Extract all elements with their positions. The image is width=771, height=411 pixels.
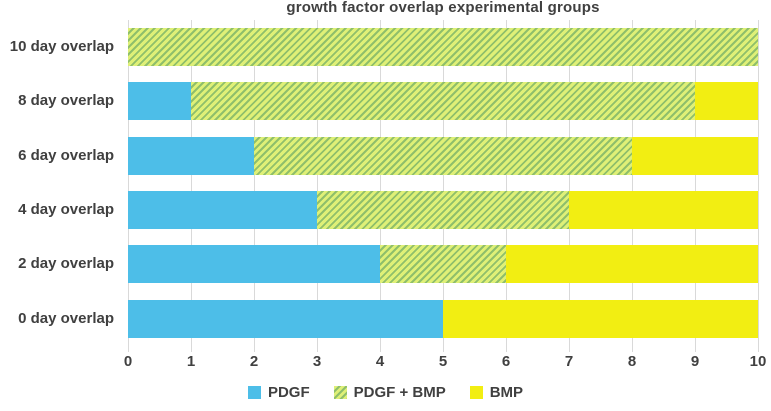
x-axis-labels: 0 1 2 3 4 5 6 7 8 9 10 bbox=[124, 353, 767, 373]
bar-row-2-day-overlap bbox=[128, 245, 758, 284]
category-label: 0 day overlap bbox=[18, 309, 114, 327]
gridline bbox=[128, 20, 129, 346]
axis-tick bbox=[443, 346, 444, 352]
category-label: 10 day overlap bbox=[9, 38, 114, 56]
x-tick-label: 0 bbox=[123, 353, 133, 370]
axis-tick bbox=[569, 346, 570, 352]
x-tick-label: 2 bbox=[249, 353, 259, 370]
gridline bbox=[506, 20, 507, 346]
bar-segment-pdgf-bmp bbox=[191, 82, 695, 121]
category-label: 6 day overlap bbox=[18, 146, 114, 164]
bar-row-8-day-overlap bbox=[128, 82, 758, 121]
bar-segment-pdgf-bmp bbox=[128, 28, 758, 67]
category-label: 4 day overlap bbox=[18, 201, 114, 219]
axis-tick bbox=[506, 346, 507, 352]
legend-label: BMP bbox=[489, 384, 524, 401]
gridline bbox=[443, 20, 444, 346]
axis-tick bbox=[191, 346, 192, 352]
gridline bbox=[191, 20, 192, 346]
axis-tick bbox=[695, 346, 696, 352]
legend-item-pdgf: PDGF bbox=[247, 384, 310, 401]
legend: PDGF PDGF + BMP BMP bbox=[0, 384, 771, 401]
legend-item-pdgf-bmp: PDGF + BMP bbox=[333, 384, 446, 401]
bar-segment-pdgf-bmp bbox=[380, 245, 506, 284]
gridline bbox=[254, 20, 255, 346]
x-tick-label: 3 bbox=[312, 353, 322, 370]
bar-segment-bmp bbox=[632, 136, 758, 175]
bar-row-10-day-overlap bbox=[128, 28, 758, 67]
legend-swatch-pdgf bbox=[247, 386, 261, 399]
bar-row-6-day-overlap bbox=[128, 136, 758, 175]
gridline bbox=[632, 20, 633, 346]
x-tick-label: 1 bbox=[186, 353, 196, 370]
gridline bbox=[317, 20, 318, 346]
bar-segment-bmp bbox=[443, 299, 758, 338]
axis-tick bbox=[317, 346, 318, 352]
bar-segment-pdgf bbox=[128, 245, 380, 284]
bar-segment-pdgf-bmp bbox=[254, 136, 632, 175]
axis-tick bbox=[380, 346, 381, 352]
legend-label: PDGF + BMP bbox=[353, 384, 446, 401]
x-tick-label: 4 bbox=[375, 353, 385, 370]
x-tick-label: 7 bbox=[564, 353, 574, 370]
bar-segment-pdgf-bmp bbox=[317, 191, 569, 230]
bar-segment-pdgf bbox=[128, 82, 191, 121]
gridline bbox=[569, 20, 570, 346]
bar-segment-bmp bbox=[506, 245, 758, 284]
x-tick-label: 9 bbox=[690, 353, 700, 370]
category-label: 8 day overlap bbox=[18, 92, 114, 110]
gridline bbox=[695, 20, 696, 346]
bar-row-0-day-overlap bbox=[128, 299, 758, 338]
bar-segment-pdgf bbox=[128, 136, 254, 175]
legend-swatch-pdgf-bmp bbox=[333, 386, 347, 399]
axis-tick bbox=[632, 346, 633, 352]
x-tick-label: 6 bbox=[501, 353, 511, 370]
chart-title: growth factor overlap experimental group… bbox=[286, 0, 600, 16]
bar-segment-bmp bbox=[695, 82, 758, 121]
legend-swatch-bmp bbox=[469, 386, 483, 399]
x-tick-label: 5 bbox=[438, 353, 448, 370]
legend-item-bmp: BMP bbox=[469, 384, 524, 401]
axis-tick bbox=[254, 346, 255, 352]
y-axis-labels: 10 day overlap 8 day overlap 6 day overlap… bbox=[0, 20, 114, 346]
bars bbox=[128, 20, 758, 346]
bar-segment-pdgf bbox=[128, 299, 443, 338]
bar-segment-bmp bbox=[569, 191, 758, 230]
axis-tick bbox=[128, 346, 129, 352]
category-label: 2 day overlap bbox=[18, 255, 114, 273]
legend-label: PDGF bbox=[267, 384, 310, 401]
plot-area bbox=[128, 20, 759, 352]
x-tick-label: 8 bbox=[627, 353, 637, 370]
axis-tick bbox=[758, 346, 759, 352]
gridline bbox=[380, 20, 381, 346]
gridline bbox=[758, 20, 759, 346]
bar-segment-pdgf bbox=[128, 191, 317, 230]
bar-row-4-day-overlap bbox=[128, 191, 758, 230]
x-tick-label: 10 bbox=[749, 353, 767, 370]
